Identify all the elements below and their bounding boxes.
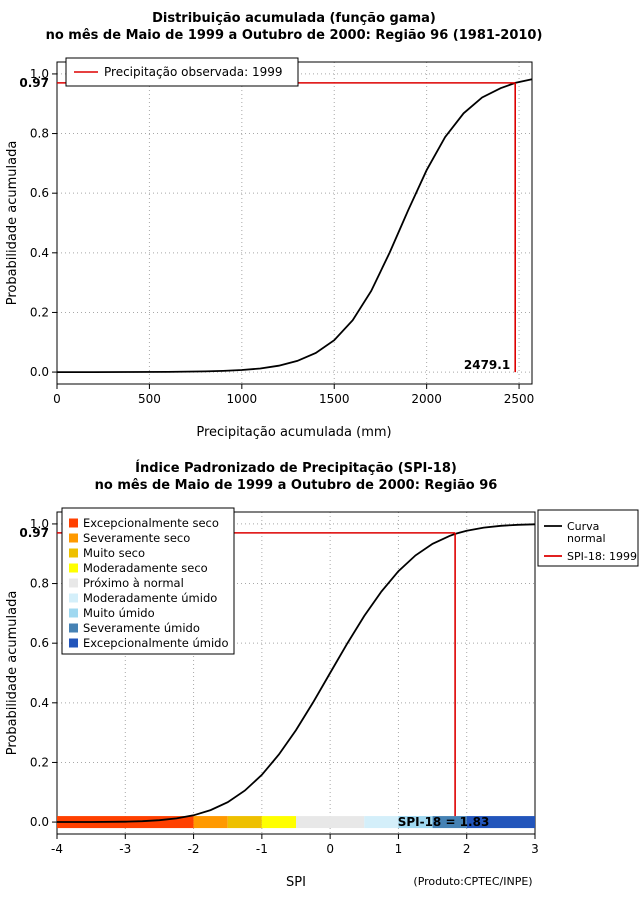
legend-label: Precipitação observada: 1999 xyxy=(104,65,282,79)
y-tick-label: 0.6 xyxy=(30,186,49,200)
plot-border xyxy=(56,61,533,385)
chart2-subtitle: no mês de Maio de 1999 a Outubro de 2000… xyxy=(95,478,498,493)
chart2-x-axis-label: SPI xyxy=(286,875,306,890)
gridlines xyxy=(56,62,532,384)
x-tick-label: 2000 xyxy=(411,392,442,406)
indicator-y-label: 0.97 xyxy=(19,76,49,90)
category-bar-segment xyxy=(466,816,535,829)
category-label: Próximo à normal xyxy=(83,576,184,590)
category-label: Muito úmido xyxy=(83,606,155,620)
category-bar-segment xyxy=(227,816,262,829)
y-tick-label: 0.8 xyxy=(30,577,49,591)
y-tick-label: 1.0 xyxy=(30,67,49,81)
legend-label: Curva xyxy=(567,520,599,533)
gamma-cdf-chart: Distribuição acumulada (função gama) no … xyxy=(5,11,543,440)
chart1-y-axis-label: Probabilidade acumulada xyxy=(5,141,20,306)
y-tick-label: 0.4 xyxy=(30,696,49,710)
category-bar-segment xyxy=(296,816,365,829)
category-label: Moderadamente úmido xyxy=(83,591,217,605)
chart2-source-note: (Produto:CPTEC/INPE) xyxy=(413,875,532,888)
x-tick-label: 1 xyxy=(395,842,403,856)
category-swatch xyxy=(69,578,78,588)
y-tick-label: 0.2 xyxy=(30,755,49,769)
y-tick-label: 0.0 xyxy=(30,365,49,379)
category-label: Severamente úmido xyxy=(83,621,200,635)
chart1-subtitle: no mês de Maio de 1999 a Outubro de 2000… xyxy=(46,28,543,43)
chart1-x-axis-label: Precipitação acumulada (mm) xyxy=(196,425,391,440)
category-swatch xyxy=(69,533,78,543)
category-bar-segment xyxy=(364,816,399,829)
category-swatch xyxy=(69,548,78,558)
y-tick-label: 0.6 xyxy=(30,636,49,650)
spi-category-bar xyxy=(57,816,535,829)
category-bar-segment xyxy=(193,816,228,829)
category-label: Severamente seco xyxy=(83,531,190,545)
legend-label: normal xyxy=(567,532,606,545)
y-tick-label: 0.8 xyxy=(30,127,49,141)
x-tick-label: 1500 xyxy=(319,392,350,406)
category-label: Moderadamente seco xyxy=(83,561,208,575)
indicator-y-label: 0.97 xyxy=(19,526,49,540)
indicator-x-label: SPI-18 = 1.83 xyxy=(398,815,490,829)
x-tick-label: 500 xyxy=(138,392,161,406)
legend: Precipitação observada: 1999 xyxy=(65,57,299,87)
x-tick-label: 2500 xyxy=(504,392,535,406)
plot-border xyxy=(56,511,536,835)
spi-chart: Índice Padronizado de Precipitação (SPI-… xyxy=(5,460,639,890)
legend-label: SPI-18: 1999 xyxy=(567,550,637,563)
chart1-title: Distribuição acumulada (função gama) xyxy=(152,11,436,26)
x-tick-label: 0 xyxy=(326,842,334,856)
y-tick-label: 1.0 xyxy=(30,517,49,531)
cdf-curve xyxy=(57,78,533,374)
x-tick-label: -2 xyxy=(188,842,200,856)
x-tick-label: -4 xyxy=(51,842,63,856)
chart1-plot-area: 0 500 1000 1500 2000 2500 0.0 0.2 0.4 0.6 0.8 1.00.… xyxy=(19,57,534,406)
y-tick-label: 0.4 xyxy=(30,246,49,260)
x-tick-label: -3 xyxy=(119,842,131,856)
x-tick-label: 1000 xyxy=(227,392,258,406)
category-bar-segment xyxy=(398,816,433,829)
category-swatch xyxy=(69,623,78,633)
y-tick-label: 0.0 xyxy=(30,815,49,829)
category-bar-segment xyxy=(261,816,296,829)
cdf-curve xyxy=(57,523,536,823)
axes: 0 500 1000 1500 2000 2500 0.0 0.2 0.4 0.6 0.8 1.0 xyxy=(30,67,534,406)
category-swatch xyxy=(69,518,78,528)
chart2-y-axis-label: Probabilidade acumulada xyxy=(5,591,20,756)
category-swatch xyxy=(69,638,78,648)
x-tick-label: 2 xyxy=(463,842,471,856)
x-tick-label: 0 xyxy=(53,392,61,406)
category-swatch xyxy=(69,608,78,618)
y-tick-label: 0.2 xyxy=(30,305,49,319)
chart2-title: Índice Padronizado de Precipitação (SPI-… xyxy=(135,460,457,476)
axes: -4 -3 -2 -1 0 1 2 3 0.0 0.2 0.4 0.6 0.8 1.0 xyxy=(30,517,539,856)
category-swatch xyxy=(69,593,78,603)
x-tick-label: 3 xyxy=(531,842,539,856)
category-label: Excepcionalmente seco xyxy=(83,516,219,530)
category-label: Muito seco xyxy=(83,546,145,560)
category-bar-segment xyxy=(432,816,467,829)
indicator-x-label: 2479.1 xyxy=(464,358,510,372)
observed-indicator: 0.97 2479.1 xyxy=(19,76,516,373)
category-swatch xyxy=(69,563,78,573)
x-tick-label: -1 xyxy=(256,842,268,856)
category-label: Excepcionalmente úmido xyxy=(83,636,228,650)
chart2-plot-area: -4 -3 -2 -1 0 1 2 3 0.0 0.2 0.4 0.6 0.8 1.00.97 SPI-18… xyxy=(19,507,639,856)
